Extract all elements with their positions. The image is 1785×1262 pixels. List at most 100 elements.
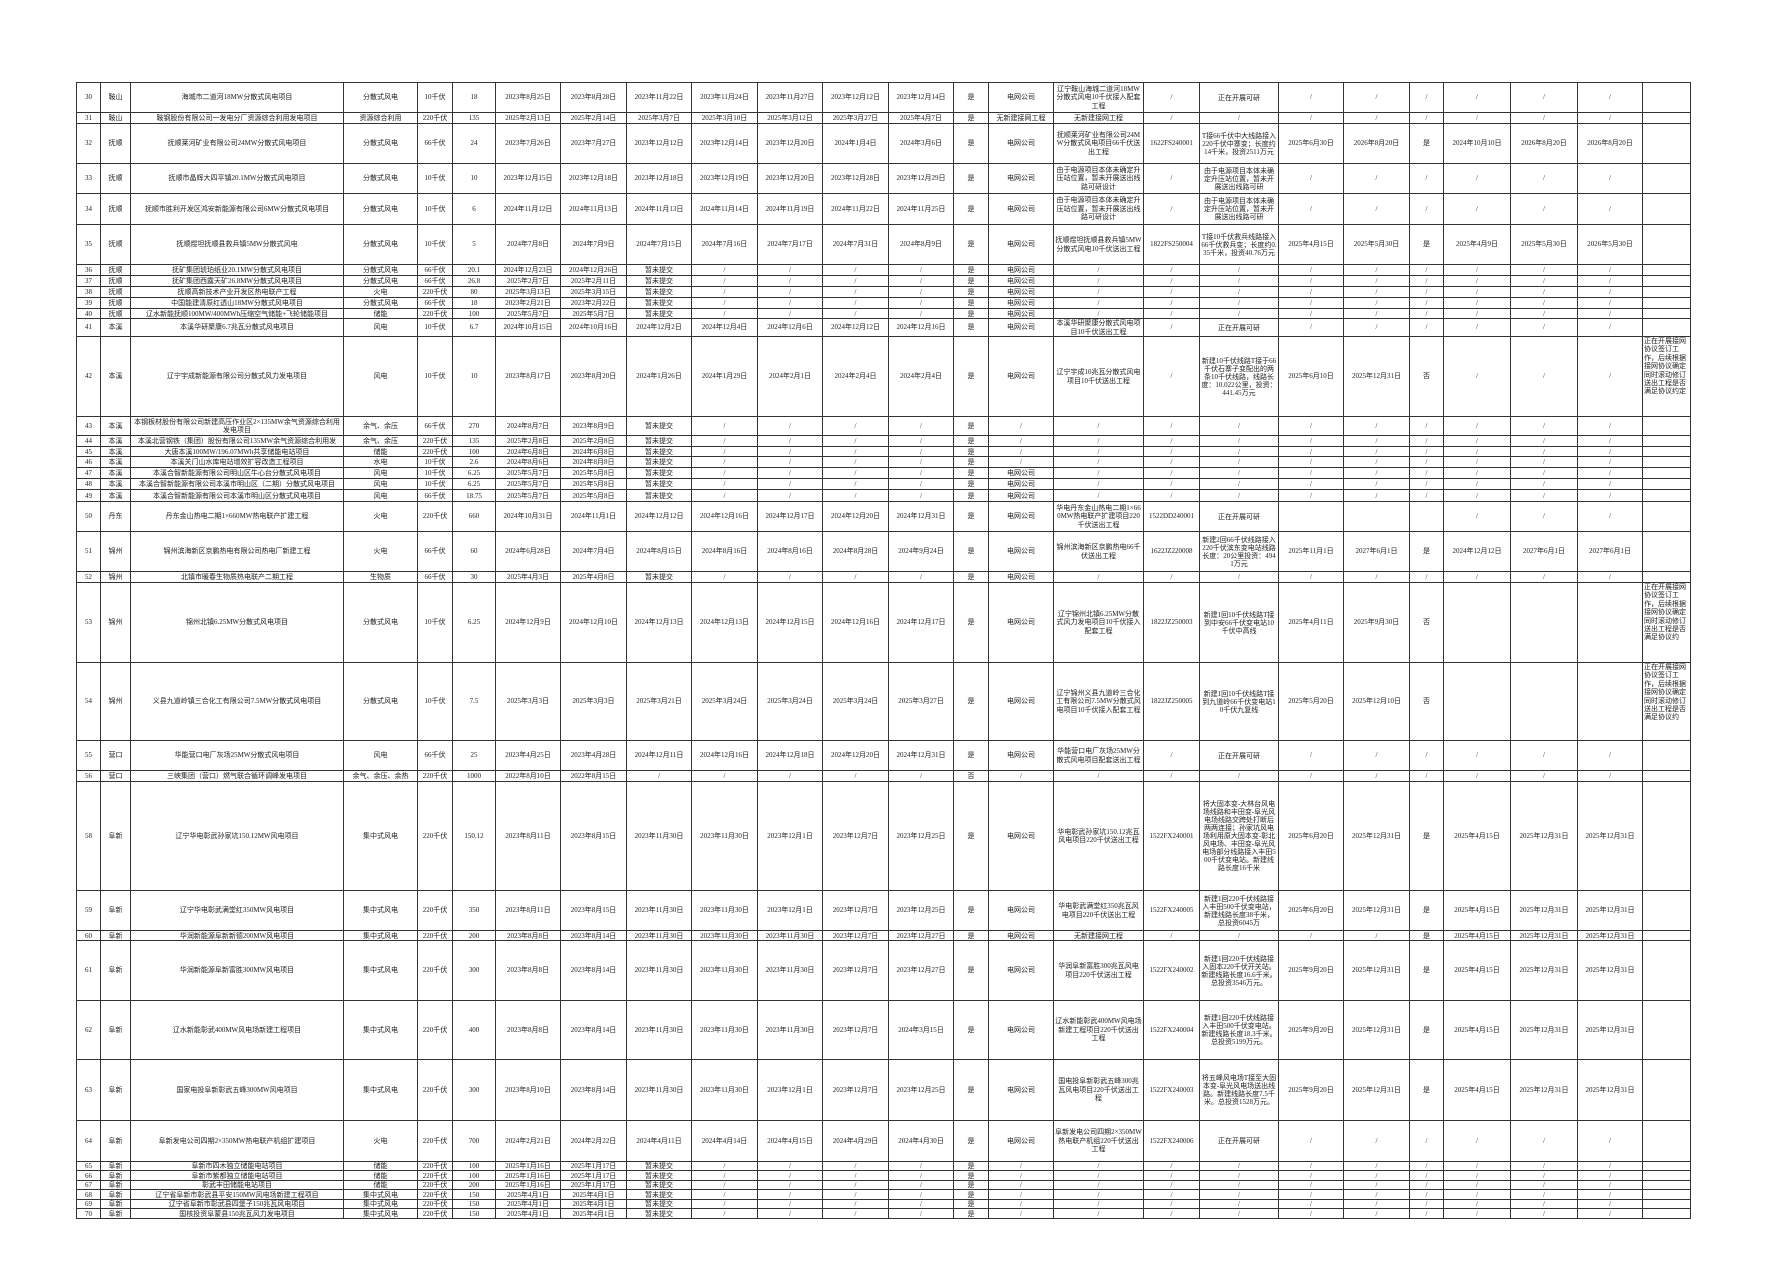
cell-construction-scope: / bbox=[1199, 275, 1279, 287]
cell-date-9: / bbox=[1343, 467, 1410, 479]
cell-date-6: 2025年3月27日 bbox=[822, 112, 889, 124]
cell-grid-owner: 电网公司 bbox=[988, 582, 1054, 663]
cell-voltage-level: 220千伏 bbox=[417, 1120, 453, 1162]
cell-city: 锦州 bbox=[100, 531, 131, 572]
cell-date-2: 2025年4月1日 bbox=[560, 1208, 627, 1219]
cell-flag-2: / bbox=[1409, 1161, 1444, 1171]
cell-date-1: 2025年4月1日 bbox=[495, 1199, 561, 1209]
cell-grid-owner: 电网公司 bbox=[988, 478, 1054, 490]
cell-construction-scope: 新建1回10千伏线路T接到中安66千伏变电站10千伏中高线 bbox=[1199, 582, 1279, 663]
cell-date-9: 2025年12月10日 bbox=[1343, 662, 1410, 741]
cell-city: 阜新 bbox=[100, 890, 131, 931]
cell-date-5: / bbox=[757, 264, 823, 276]
cell-date-8: / bbox=[1278, 489, 1344, 502]
cell-capacity: 2.6 bbox=[452, 456, 496, 468]
cell-voltage-level: 220千伏 bbox=[417, 1161, 453, 1171]
cell-date-6: / bbox=[822, 1208, 889, 1219]
cell-project-name: 阜新发电公司四期2×350MW热电联产机组扩建项目 bbox=[130, 1120, 344, 1162]
cell-date-9: 2025年12月31日 bbox=[1343, 336, 1410, 417]
cell-transmission-project: / bbox=[1053, 297, 1144, 309]
cell-date-9: / bbox=[1343, 163, 1410, 194]
cell-date-7: 2024年12月31日 bbox=[888, 501, 954, 532]
cell-project-code: / bbox=[1143, 446, 1200, 457]
cell-date-12: / bbox=[1577, 489, 1643, 502]
cell-date-4: / bbox=[691, 770, 758, 782]
cell-project-type: 风电 bbox=[343, 489, 418, 502]
cell-date-10: / bbox=[1443, 308, 1511, 319]
cell-flag-2: / bbox=[1409, 1120, 1444, 1162]
cell-date-7: 2025年4月7日 bbox=[888, 112, 954, 124]
cell-project-name: 中国能建清原红透山18MW分散式风电项目 bbox=[130, 297, 344, 309]
cell-date-2: 2023年2月22日 bbox=[560, 297, 627, 309]
cell-remark bbox=[1642, 112, 1691, 124]
cell-project-code: 1522FX240005 bbox=[1143, 890, 1200, 931]
table-row: 58 阜新 辽宁华电彰武孙家坑150.12MW风电项目 集中式风电 220千伏 150.1… bbox=[76, 781, 1691, 891]
cell-row-number: 37 bbox=[76, 275, 101, 287]
cell-date-8: 2025年9月20日 bbox=[1278, 1000, 1344, 1060]
cell-date-2: 2025年1月17日 bbox=[560, 1170, 627, 1181]
cell-date-8: 2025年4月11日 bbox=[1278, 582, 1344, 663]
cell-flag-1: 是 bbox=[953, 435, 989, 447]
cell-capacity: 150 bbox=[452, 1199, 496, 1209]
cell-date-4: / bbox=[691, 416, 758, 436]
cell-date-5: / bbox=[757, 467, 823, 479]
cell-date-10: 2024年12月12日 bbox=[1443, 531, 1511, 572]
table-row: 44 本溪 本溪北营钢铁（集团）股份有限公司135MW余气资源综合利用发 余气、余压 2… bbox=[76, 435, 1691, 447]
cell-date-11: / bbox=[1510, 501, 1578, 532]
cell-date-6: 2023年12月28日 bbox=[822, 163, 889, 194]
cell-row-number: 39 bbox=[76, 297, 101, 309]
cell-grid-owner: / bbox=[988, 1189, 1054, 1200]
cell-date-3: 2023年11月30日 bbox=[626, 1000, 692, 1060]
cell-date-3: 2023年11月30日 bbox=[626, 930, 692, 941]
cell-date-9: / bbox=[1343, 478, 1410, 490]
cell-transmission-project: 由于电源项目本体未确定升压站位置，暂未开展送出线路可研设计 bbox=[1053, 193, 1144, 225]
cell-date-9: / bbox=[1343, 1170, 1410, 1181]
cell-project-name: 华润新能源阜新新德200MW风电项目 bbox=[130, 930, 344, 941]
cell-date-11 bbox=[1510, 582, 1578, 663]
cell-construction-scope: / bbox=[1199, 264, 1279, 276]
cell-date-7: / bbox=[888, 435, 954, 447]
cell-construction-scope: / bbox=[1199, 1180, 1279, 1190]
cell-date-12: / bbox=[1577, 1199, 1643, 1209]
cell-project-name: 抚矿集团西露天矿26.8MW分散式风电项目 bbox=[130, 275, 344, 287]
cell-date-8: / bbox=[1278, 308, 1344, 319]
cell-date-4: 2023年12月14日 bbox=[691, 123, 758, 164]
cell-project-type: 集中式风电 bbox=[343, 1059, 418, 1121]
cell-project-name: 辽宁省阜新市彰武县平安150MW风电场新建工程项目 bbox=[130, 1189, 344, 1200]
cell-date-12: 2025年12月31日 bbox=[1577, 890, 1643, 931]
cell-date-8: 2025年6月10日 bbox=[1278, 336, 1344, 417]
table-row: 33 抚顺 抚顺市晶辉大四平镇20.1MW分散式风电项目 分散式风电 10千伏 10 202… bbox=[76, 163, 1691, 194]
cell-date-2: 2025年5月8日 bbox=[560, 478, 627, 490]
table-row: 38 抚顺 抚顺高新技术产业开发区热电联产工程 火电 220千伏 80 2025年3月13日… bbox=[76, 286, 1691, 298]
cell-date-4: / bbox=[691, 1180, 758, 1190]
cell-capacity: 6.25 bbox=[452, 478, 496, 490]
table-row: 48 本溪 本溪合智新能源有限公司本溪市明山区（二期）分散式风电项目 风电 10千伏 6.… bbox=[76, 478, 1691, 490]
cell-voltage-level: 66千伏 bbox=[417, 297, 453, 309]
cell-row-number: 49 bbox=[76, 489, 101, 502]
cell-date-12: / bbox=[1577, 336, 1643, 417]
cell-row-number: 64 bbox=[76, 1120, 101, 1162]
cell-date-6: 2023年12月7日 bbox=[822, 1000, 889, 1060]
cell-date-3: 2023年11月30日 bbox=[626, 781, 692, 891]
cell-date-10: / bbox=[1443, 770, 1511, 782]
cell-construction-scope: 正在开展可研 bbox=[1199, 82, 1279, 113]
cell-date-9: / bbox=[1343, 1199, 1410, 1209]
table-row: 59 阜新 辽宁华电彰武满堂红350MW风电项目 集中式风电 220千伏 350 2023年… bbox=[76, 890, 1691, 931]
cell-remark bbox=[1642, 1120, 1691, 1162]
cell-date-8: / bbox=[1278, 416, 1344, 436]
cell-date-8: 2025年6月30日 bbox=[1278, 123, 1344, 164]
cell-date-12: 2025年12月31日 bbox=[1577, 781, 1643, 891]
cell-date-7: / bbox=[888, 489, 954, 502]
cell-date-3: 暂未提交 bbox=[626, 286, 692, 298]
cell-project-name: 鞍钢股份有限公司一发电分厂资源综合利用发电项目 bbox=[130, 112, 344, 124]
cell-remark bbox=[1642, 297, 1691, 309]
cell-date-11 bbox=[1510, 662, 1578, 741]
cell-date-8: / bbox=[1278, 318, 1344, 337]
cell-date-10: / bbox=[1443, 318, 1511, 337]
cell-flag-2: 否 bbox=[1409, 582, 1444, 663]
cell-project-type: 风电 bbox=[343, 478, 418, 490]
cell-date-1: 2024年6月28日 bbox=[495, 531, 561, 572]
cell-date-6: 2024年11月22日 bbox=[822, 193, 889, 225]
cell-grid-owner: / bbox=[988, 1199, 1054, 1209]
cell-date-8: / bbox=[1278, 193, 1344, 225]
